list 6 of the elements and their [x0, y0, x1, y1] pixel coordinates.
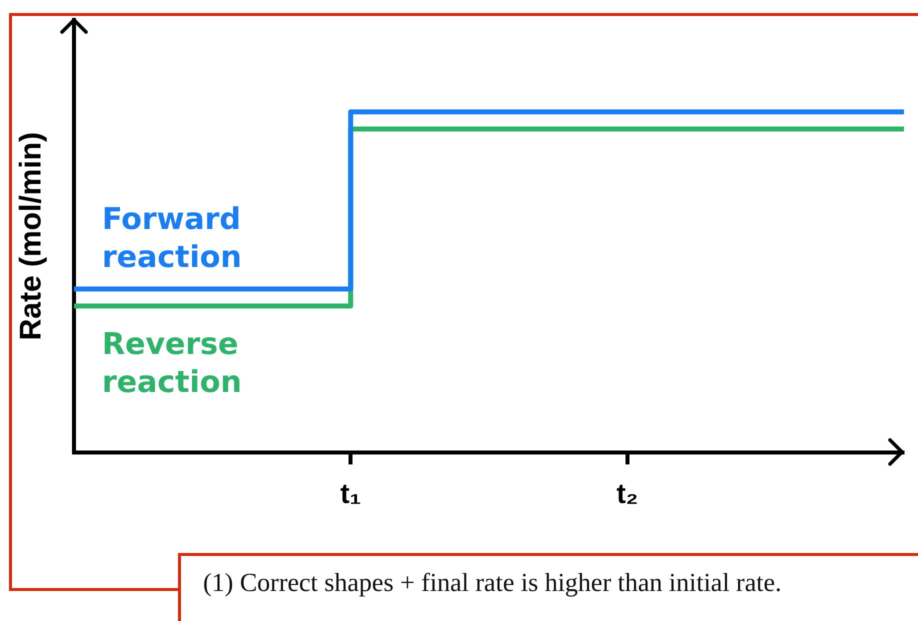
series-label: Forward reaction [102, 202, 242, 275]
x-tick-label: t₁ [340, 478, 362, 509]
x-tick-label: t₂ [616, 478, 638, 509]
series-label: Reverse reaction [102, 326, 242, 400]
text: (1) Correct shapes + final rate is higher than initial rate. [178, 553, 918, 621]
y-axis-title: Rate (mol/min) [14, 132, 48, 340]
